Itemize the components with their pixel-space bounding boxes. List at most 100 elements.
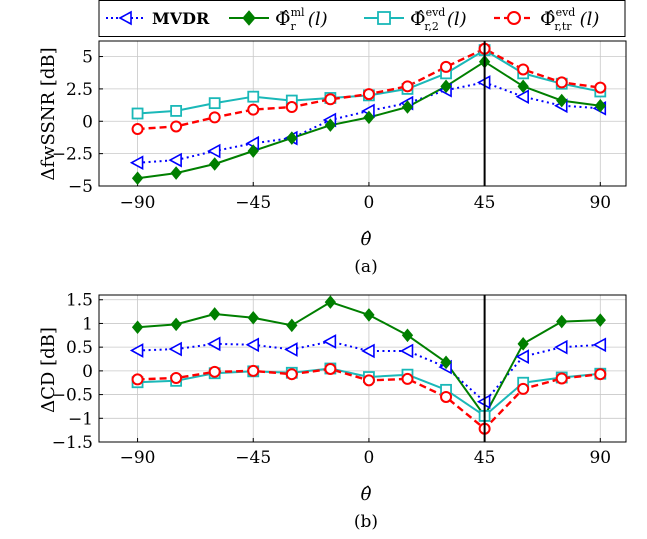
panel-a-background xyxy=(99,41,626,186)
panel-b-series-0-point-7 xyxy=(399,343,414,359)
panel-b-series-1-point-8 xyxy=(440,355,452,370)
panel-a-series-1-point-7 xyxy=(401,100,414,114)
legend-label-ml-sup: ml xyxy=(291,6,305,19)
legend-label-mvdr: MVDR xyxy=(152,9,210,28)
panel-a-series-1-point-6 xyxy=(363,110,375,125)
panel-a-series-1-point-10 xyxy=(517,79,529,94)
legend-entry-evd-r2: Φ̂evd r,2 (l) xyxy=(364,6,467,33)
panel-a-series-3-point-12 xyxy=(594,81,607,94)
panel-b-series-0-point-1 xyxy=(168,341,182,357)
panel-a-series-1-point-11 xyxy=(556,93,568,108)
panel-b-ytick-label-2: −0.5 xyxy=(52,386,93,406)
panel-a-series-3-point-6 xyxy=(362,88,375,101)
panel-b-xlabel: θ̂ xyxy=(361,484,372,505)
legend-label-evd-rtr: Φ̂evd r,tr (l) xyxy=(540,6,599,33)
panel-b-series-1-point-3 xyxy=(247,310,259,325)
panel-a-ytick-label-4: 5 xyxy=(82,48,93,68)
legend-label-ml-sub: r xyxy=(291,20,297,33)
panel-a-series-3-point-7 xyxy=(401,80,414,93)
panel-b-xtick-label-2: 0 xyxy=(364,448,375,468)
panel-b-xtick-label-3: 45 xyxy=(474,448,496,468)
panel-a-series-2-point-0 xyxy=(131,107,144,120)
panel-b-series-0-point-11 xyxy=(554,339,568,355)
panel-a-ytick-label-1: −2.5 xyxy=(52,145,93,165)
panel-a-series-0-point-10 xyxy=(515,89,529,105)
panel-a-ytick-label-0: −5 xyxy=(68,177,93,197)
panel-b-series-3-point-10 xyxy=(517,382,530,395)
panel-b-series-0-point-2 xyxy=(207,336,221,352)
panel-b-series-1-point-10 xyxy=(517,337,529,351)
legend-label-evd-rtr-arg: (l) xyxy=(580,9,600,30)
panel-a-ytick-label-2: 0 xyxy=(82,112,93,132)
panel-a-xtick-label-1: −45 xyxy=(235,193,271,213)
panel-b-series-0-point-6 xyxy=(361,343,375,359)
panel-a-plot: −90 −45 0 45 90 −5 −2.5 0 2.5 5 xyxy=(52,40,627,213)
panel-a-series-1-point-0 xyxy=(131,171,144,186)
panel-b-series-3-point-4 xyxy=(285,368,298,381)
panel-b-series-0-point-0 xyxy=(129,343,144,358)
panel-a-series-3-point-2 xyxy=(208,111,221,124)
panel-b-series-3-point-8 xyxy=(440,390,453,403)
panel-b-series-1-point-5 xyxy=(324,295,337,309)
legend-label-ml-main: Φ̂ xyxy=(275,8,291,30)
panel-a-series-3-point-3 xyxy=(247,103,260,116)
panel-b-background xyxy=(99,295,626,442)
panel-b-series-3-point-11 xyxy=(555,372,568,385)
panel-b-series-0-point-12 xyxy=(592,337,607,353)
legend-entry-ml: Φ̂ml r (l) xyxy=(229,6,328,33)
panel-a-series-3-point-5 xyxy=(324,93,337,106)
panel-b-series-3-point-12 xyxy=(594,368,607,381)
panel-b-series-0-point-4 xyxy=(284,342,298,357)
legend: MVDR Φ̂ml r (l) Φ̂evd r,2 (l) Φ̂ evd r,tr (l) xyxy=(98,0,626,37)
panel-a-xtick-label-3: 45 xyxy=(474,193,496,213)
panel-b-plot: −90 −45 0 45 90 −1.5 −1 −0.5 0 0.5 1 1.5 xyxy=(52,291,627,468)
legend-label-evd-r2-sub: r,2 xyxy=(424,20,439,33)
panel-b-series-1-point-6 xyxy=(363,308,375,322)
panel-a-xtick-label-4: 90 xyxy=(589,193,611,213)
legend-label-evd-r2-sup: evd xyxy=(426,6,446,19)
panel-b-xtick-label-4: 90 xyxy=(589,448,611,468)
panel-a-series-2-point-3 xyxy=(247,90,260,103)
panel-b-xtick-label-0: −90 xyxy=(120,448,156,468)
legend-label-evd-rtr-sub: r,tr xyxy=(554,20,572,33)
panel-b-series-3-point-3 xyxy=(247,364,260,377)
panel-a-series-1-point-3 xyxy=(247,144,259,158)
panel-b-series-0-point-10 xyxy=(515,349,529,364)
panel-b-ytick-label-4: 0.5 xyxy=(66,338,93,358)
legend-label-ml: Φ̂ml r (l) xyxy=(275,6,328,33)
panel-b-series-1-point-12 xyxy=(594,313,606,327)
panel-b-series-0-point-5 xyxy=(322,334,337,349)
panel-a-series-3-point-4 xyxy=(285,101,298,114)
panel-a-ytick-label-3: 2.5 xyxy=(66,80,93,100)
panel-b-series-3-point-1 xyxy=(170,371,183,384)
panel-b-series-1-point-4 xyxy=(286,318,298,333)
panel-a-xlabel: θ̂ xyxy=(361,229,372,250)
panel-a-xtick-label-0: −90 xyxy=(120,193,156,213)
panel-a-series-0-point-0 xyxy=(129,155,144,171)
panel-b-ylabel: ΔCD [dB] xyxy=(38,327,59,413)
panel-a-series-3-point-0 xyxy=(131,123,144,136)
panel-b-series-1-point-2 xyxy=(209,307,221,321)
panel-b-series-0-point-3 xyxy=(245,337,260,353)
panel-b-ytick-label-5: 1 xyxy=(82,314,93,334)
panel-b-ytick-label-6: 1.5 xyxy=(66,291,93,311)
panel-a-subcaption: (a) xyxy=(354,257,377,277)
legend-entry-mvdr: MVDR xyxy=(106,9,210,28)
panel-a-series-3-point-10 xyxy=(517,63,530,76)
panel-a-series-3-point-8 xyxy=(440,60,453,73)
panel-b-series-3-point-5 xyxy=(324,362,337,375)
panel-a-xtick-label-2: 0 xyxy=(364,193,375,213)
panel-a-series-1-point-8 xyxy=(440,79,452,94)
panel-b-ytick-label-1: −1 xyxy=(68,409,93,429)
panel-a-series-2-point-1 xyxy=(170,105,183,117)
legend-marker-evd-r2 xyxy=(377,11,391,25)
panel-a-series-3-point-11 xyxy=(555,76,568,89)
legend-marker-evd-rtr xyxy=(507,11,521,25)
panel-b-frame xyxy=(98,294,627,443)
legend-label-evd-rtr-main: Φ̂ xyxy=(540,8,556,30)
panel-b-xtick-label-1: −45 xyxy=(235,448,271,468)
panel-b-series-1-point-7 xyxy=(401,328,414,343)
panel-b-series-3-point-0 xyxy=(131,373,144,386)
panel-a-series-1-point-1 xyxy=(170,166,182,180)
